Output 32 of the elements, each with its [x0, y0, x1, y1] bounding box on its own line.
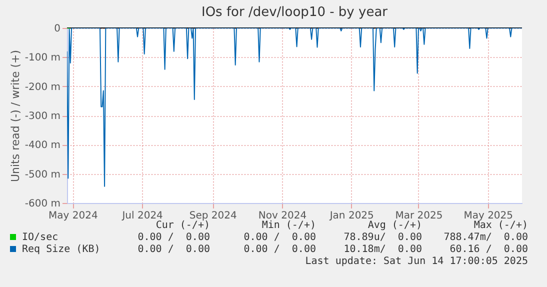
y-tick-label: -500 m: [24, 169, 60, 180]
y-tick-label: -100 m: [24, 52, 60, 64]
text: 60.16 / 0.00: [448, 243, 528, 255]
y-tick-label: -300 m: [24, 111, 60, 122]
text: Max (-/+): [474, 220, 528, 230]
y-tick-label: 0: [54, 24, 60, 34]
text: 10.18m/ 0.00: [342, 243, 422, 255]
line-series: [67, 28, 522, 187]
text: 0.00 / 0.00: [136, 231, 210, 243]
text: Min (-/+): [262, 220, 316, 230]
y-tick-label: -200 m: [24, 82, 60, 93]
x-tick-label: May 2024: [48, 210, 98, 222]
text: Cur (-/+): [154, 220, 210, 231]
text: 0.00 / 0.00: [136, 243, 210, 255]
text: 78.89u/ 0.00: [342, 231, 422, 243]
y-axis-title: Units read (-) / write (+): [8, 50, 22, 182]
text: Avg (-/+): [366, 219, 422, 231]
x-tick-label: Sep 2024: [189, 210, 237, 222]
x-tick-label: Mar 2025: [395, 210, 443, 222]
x-tick-label: Jan 2025: [328, 210, 374, 222]
text: 788.47m/ 0.00: [442, 231, 528, 243]
x-tick-label: May 2025: [464, 210, 514, 222]
legend-label: IO/sec: [21, 231, 60, 243]
x-tick-label: Nov 2024: [258, 210, 307, 222]
text: Last update: Sat Jun 14 17:00:05 2025: [304, 255, 528, 267]
legend-label: Req Size (KB): [21, 243, 102, 255]
text: 0.00 / 0.00: [242, 231, 316, 243]
y-tick-label: -400 m: [24, 140, 60, 152]
y-tick-label: -600 m: [24, 198, 60, 210]
text: 0.00 / 0.00: [242, 243, 316, 255]
chart-title: IOs for /dev/loop10 - by year: [201, 5, 388, 20]
x-tick-label: Jul 2024: [121, 210, 163, 222]
